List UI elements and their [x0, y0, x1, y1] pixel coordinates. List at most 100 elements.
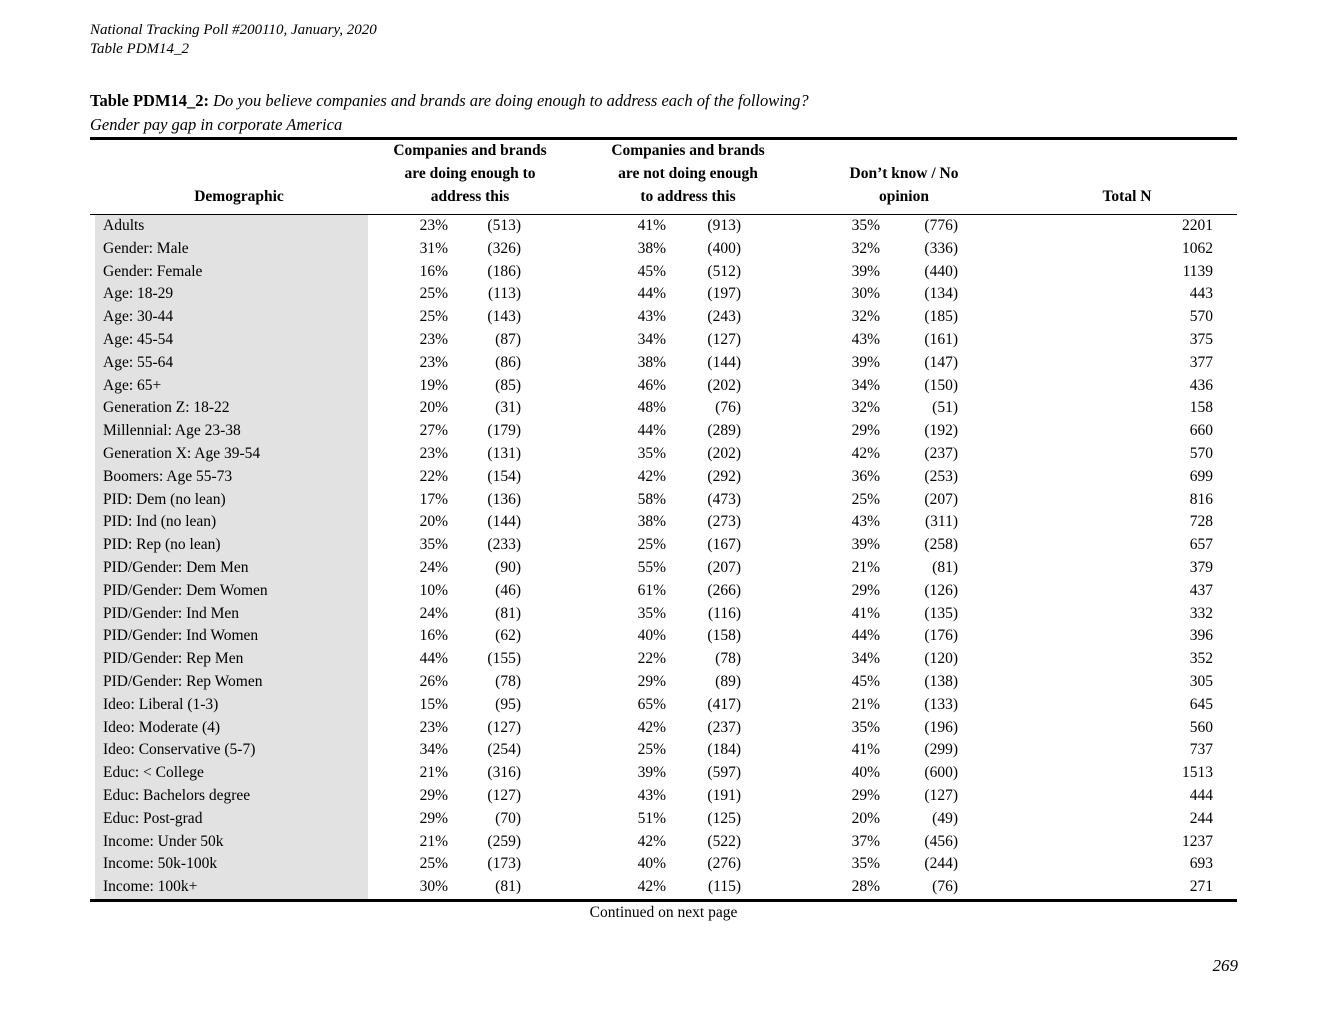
row-n-dont-know: (120): [924, 650, 958, 668]
row-pct-dont-know: 44%: [851, 627, 880, 645]
header-line: are not doing enough: [618, 165, 758, 182]
running-header-line2: Table PDM14_2: [90, 41, 190, 57]
row-pct-dont-know: 35%: [851, 217, 880, 234]
row-demographic: Income: Under 50k: [90, 830, 368, 854]
row-pct-dont-know: 34%: [851, 650, 880, 668]
row-pct-dont-know: 39%: [851, 353, 880, 371]
row-total-n: 436: [1189, 376, 1213, 394]
row-total-n: 437: [1189, 581, 1213, 599]
row-total-n: 1062: [1182, 239, 1213, 257]
row-pct-not-doing-enough: 41%: [637, 217, 666, 234]
row-n-doing-enough: (113): [488, 285, 521, 303]
row-demographic: Generation X: Age 39-54: [90, 442, 368, 466]
row-pct-doing-enough: 34%: [419, 741, 448, 759]
row-pct-dont-know: 37%: [851, 832, 880, 850]
table-row: PID/Gender: Dem Men 24% (90) 55% (207) 21% (81…: [90, 556, 1237, 580]
row-n-doing-enough: (78): [495, 672, 521, 690]
row-demographic: Educ: Post-grad: [90, 807, 368, 831]
row-pct-not-doing-enough: 22%: [637, 650, 666, 668]
row-pct-doing-enough: 20%: [419, 399, 448, 417]
row-n-dont-know: (336): [924, 239, 958, 257]
table-row: PID/Gender: Ind Men 24% (81) 35% (116) 41% (13…: [90, 602, 1237, 626]
row-n-doing-enough: (173): [487, 855, 521, 873]
row-total-n: 375: [1189, 330, 1213, 348]
row-n-dont-know: (133): [924, 695, 958, 713]
row-n-doing-enough: (85): [495, 376, 521, 394]
row-n-not-doing-enough: (292): [707, 467, 741, 485]
row-n-dont-know: (147): [924, 353, 958, 371]
row-n-not-doing-enough: (473): [707, 490, 741, 508]
table-body: Adults 23% (513) 41% (913) 35% (776) 2201 Gender…: [90, 215, 1237, 899]
row-pct-dont-know: 25%: [851, 490, 880, 508]
row-pct-doing-enough: 31%: [419, 239, 448, 257]
row-pct-doing-enough: 24%: [419, 604, 448, 622]
row-n-not-doing-enough: (522): [707, 832, 741, 850]
table-title-subject: Gender pay gap in corporate America: [90, 115, 343, 134]
row-demographic: PID/Gender: Dem Men: [90, 556, 368, 580]
row-n-doing-enough: (254): [487, 741, 521, 759]
row-demographic: Gender: Female: [90, 260, 368, 284]
row-pct-dont-know: 32%: [851, 399, 880, 417]
row-total-n: 660: [1189, 422, 1213, 440]
column-header-total-n-label: Total N: [1102, 188, 1152, 205]
row-pct-not-doing-enough: 65%: [637, 695, 666, 713]
row-total-n: 737: [1189, 741, 1213, 759]
row-pct-doing-enough: 27%: [419, 422, 448, 440]
header-line: Companies and brands: [393, 142, 547, 159]
row-pct-not-doing-enough: 39%: [637, 764, 666, 782]
table-row: PID/Gender: Ind Women 16% (62) 40% (158) 44% (…: [90, 625, 1237, 649]
row-pct-dont-know: 34%: [851, 376, 880, 394]
row-demographic: Income: 50k-100k: [90, 853, 368, 877]
row-total-n: 305: [1189, 672, 1213, 690]
row-n-not-doing-enough: (913): [707, 217, 741, 234]
row-pct-doing-enough: 23%: [419, 217, 448, 234]
row-pct-doing-enough: 25%: [419, 855, 448, 873]
row-pct-not-doing-enough: 40%: [637, 855, 666, 873]
row-n-not-doing-enough: (115): [708, 878, 741, 896]
table-row: Educ: Bachelors degree 29% (127) 43% (191) 29…: [90, 784, 1237, 808]
row-n-not-doing-enough: (512): [707, 262, 741, 280]
row-pct-dont-know: 28%: [851, 878, 880, 896]
table-row: Ideo: Conservative (5-7) 34% (254) 25% (184)…: [90, 739, 1237, 763]
row-pct-doing-enough: 25%: [419, 308, 448, 326]
row-pct-dont-know: 32%: [851, 239, 880, 257]
row-total-n: 657: [1189, 536, 1213, 554]
row-pct-doing-enough: 16%: [419, 262, 448, 280]
row-demographic: Educ: Bachelors degree: [90, 784, 368, 808]
row-pct-dont-know: 29%: [851, 581, 880, 599]
row-pct-dont-know: 35%: [851, 718, 880, 736]
row-demographic: PID/Gender: Dem Women: [90, 579, 368, 603]
row-total-n: 728: [1189, 513, 1213, 531]
row-demographic: Age: 30-44: [90, 306, 368, 329]
row-n-dont-know: (127): [924, 786, 958, 804]
table-row: Millennial: Age 23-38 27% (179) 44% (289) 29%…: [90, 420, 1237, 443]
row-n-dont-know: (456): [924, 832, 958, 850]
table-title-label: Table PDM14_2:: [90, 91, 210, 110]
row-pct-not-doing-enough: 40%: [637, 627, 666, 645]
row-n-dont-know: (237): [924, 444, 958, 462]
row-demographic: Boomers: Age 55-73: [90, 465, 368, 489]
table-row: Boomers: Age 55-73 22% (154) 42% (292) 36% (25…: [90, 465, 1237, 489]
row-n-dont-know: (192): [924, 422, 958, 440]
row-n-doing-enough: (81): [495, 878, 521, 896]
row-n-dont-know: (207): [924, 490, 958, 508]
row-total-n: 645: [1189, 695, 1213, 713]
row-demographic: PID/Gender: Rep Women: [90, 670, 368, 694]
table-row: Ideo: Liberal (1-3) 15% (95) 65% (417) 21% (13…: [90, 693, 1237, 717]
row-n-dont-know: (176): [924, 627, 958, 645]
table-title: Table PDM14_2: Do you believe companies …: [90, 89, 809, 137]
poll-table: Demographic Companies and brands are doi…: [90, 137, 1237, 902]
table-row: PID/Gender: Dem Women 10% (46) 61% (266) 29% (…: [90, 579, 1237, 603]
row-pct-doing-enough: 23%: [419, 444, 448, 462]
row-total-n: 271: [1189, 878, 1213, 896]
row-n-doing-enough: (154): [487, 467, 521, 485]
row-demographic: Age: 65+: [90, 374, 368, 398]
row-demographic: Age: 45-54: [90, 328, 368, 352]
row-n-not-doing-enough: (167): [707, 536, 741, 554]
header-line: to address this: [640, 188, 736, 205]
row-demographic: PID/Gender: Ind Men: [90, 602, 368, 626]
row-n-dont-know: (135): [924, 604, 958, 622]
row-n-dont-know: (258): [924, 536, 958, 554]
page-number: 269: [1212, 956, 1239, 975]
row-n-not-doing-enough: (207): [707, 558, 741, 576]
